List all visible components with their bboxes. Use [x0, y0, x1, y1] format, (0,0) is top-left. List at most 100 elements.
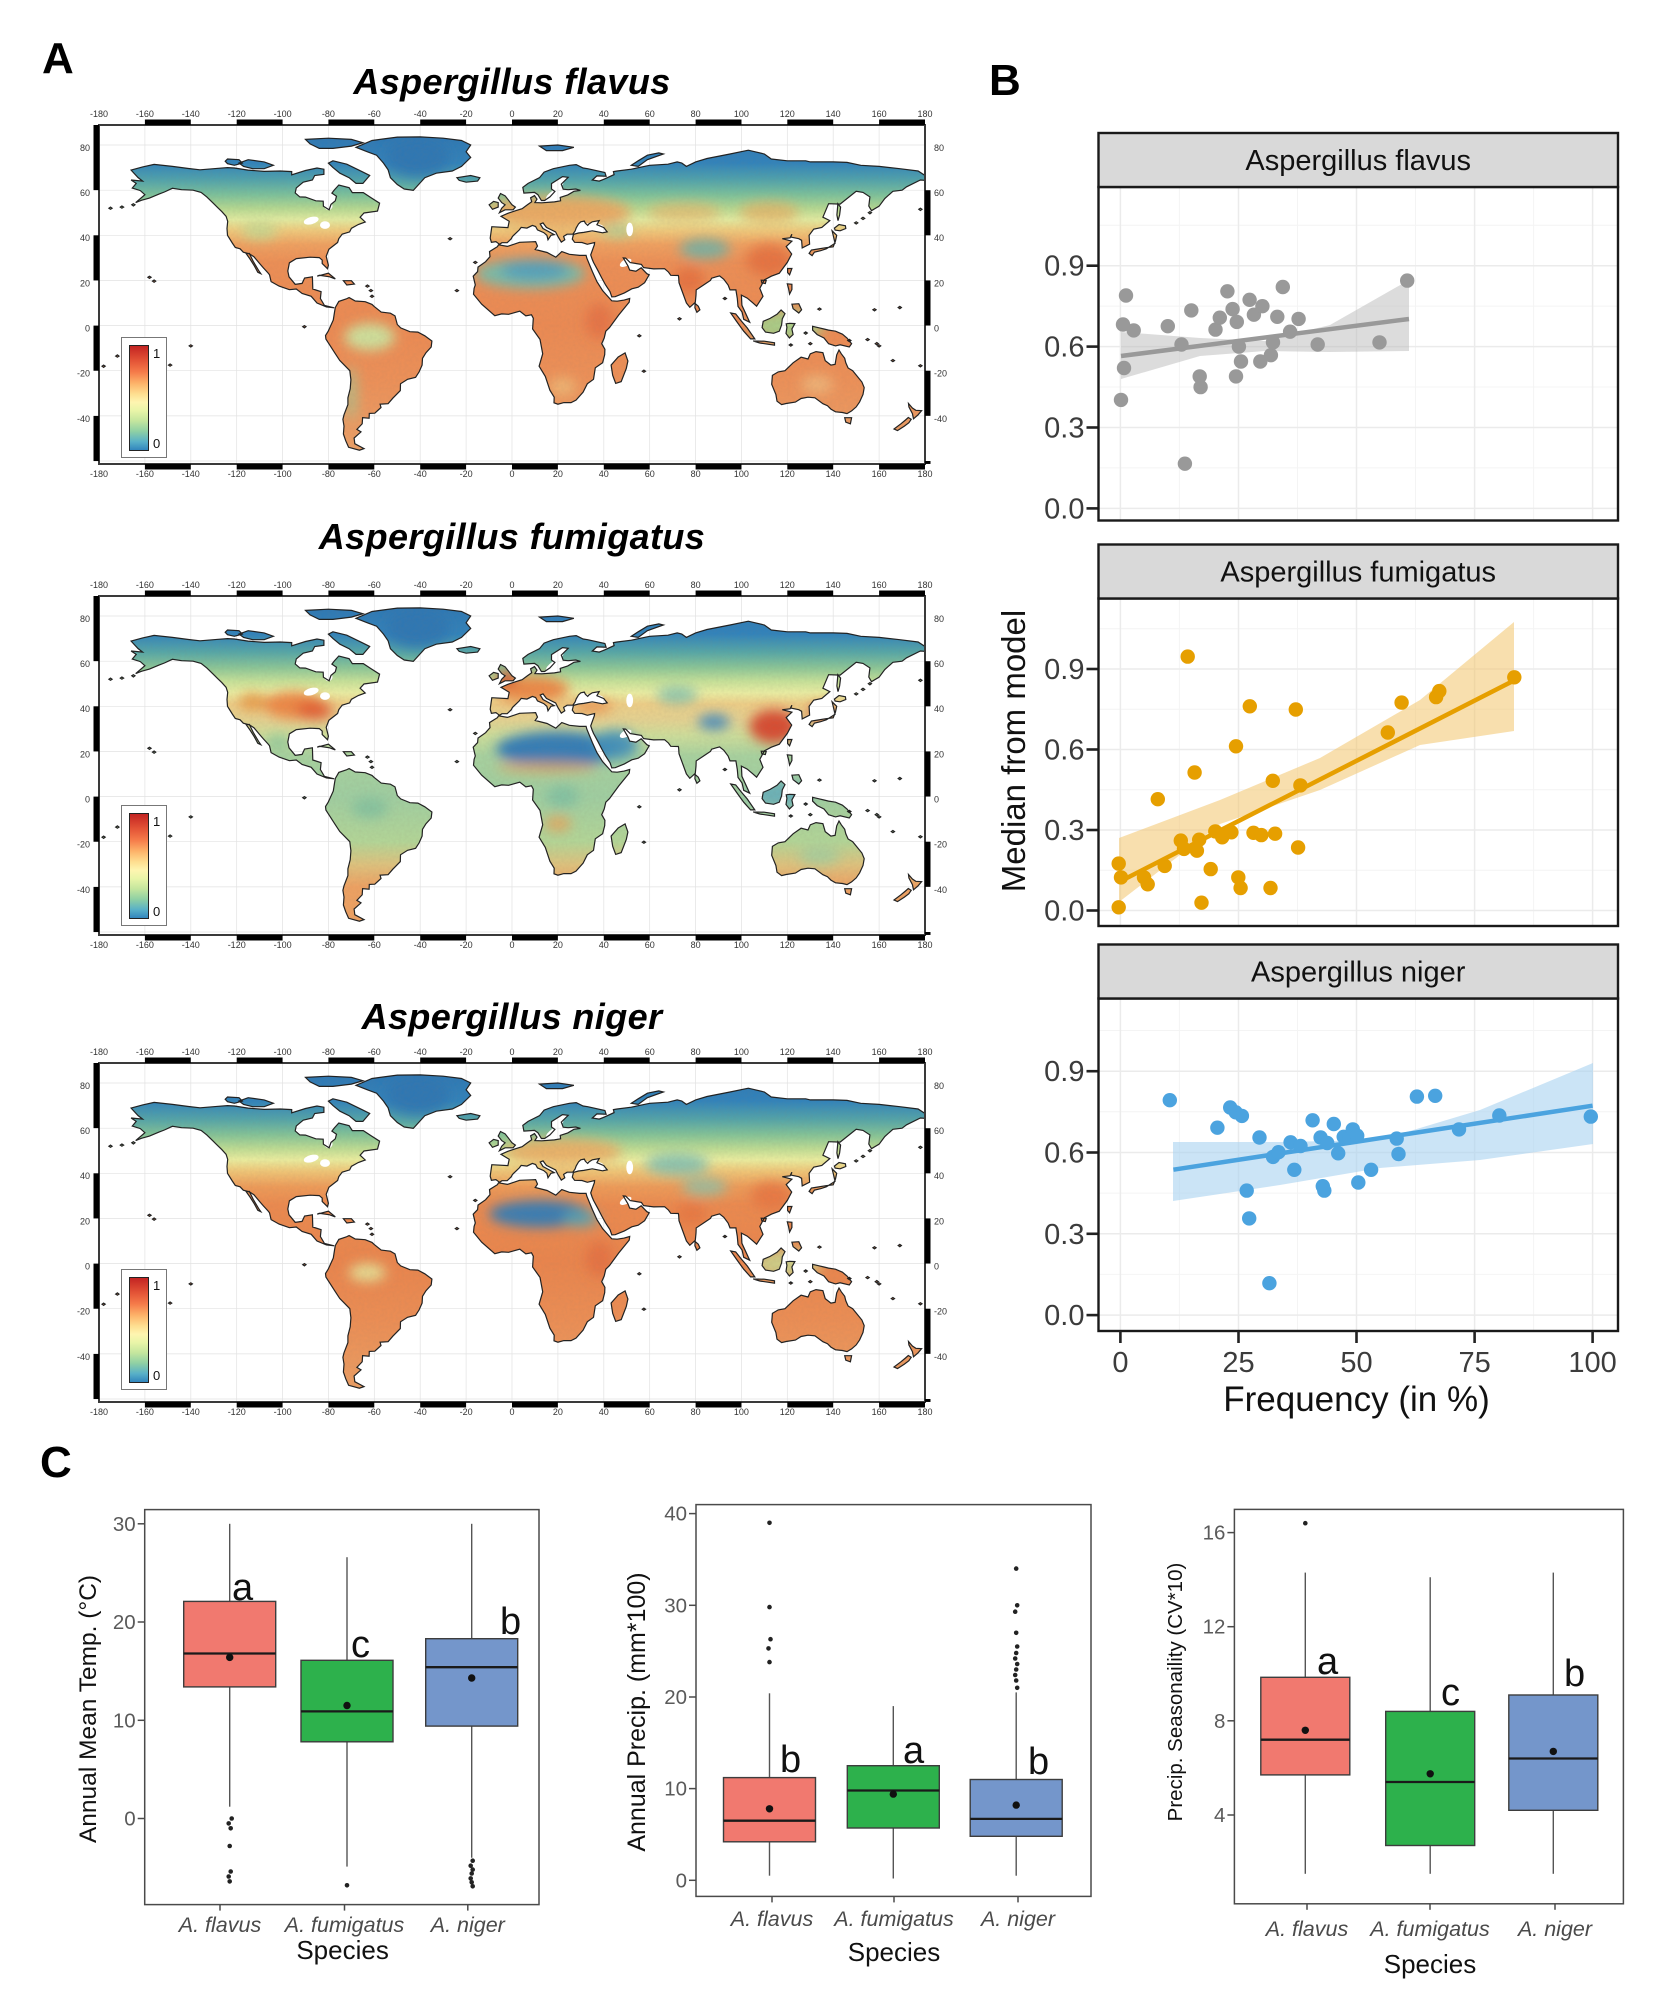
svg-text:0: 0: [124, 1808, 135, 1831]
svg-text:0: 0: [509, 469, 514, 479]
svg-text:A. flavus: A. flavus: [729, 1907, 814, 1931]
svg-text:80: 80: [691, 1407, 701, 1417]
svg-text:60: 60: [934, 188, 944, 198]
svg-text:20: 20: [113, 1611, 136, 1634]
svg-text:180: 180: [917, 1407, 932, 1417]
svg-text:0.3: 0.3: [1044, 815, 1084, 847]
svg-text:-80: -80: [322, 940, 335, 950]
svg-text:Precip. Seasonaility (CV*10): Precip. Seasonaility (CV*10): [1164, 1563, 1187, 1822]
svg-text:40: 40: [599, 940, 609, 950]
svg-text:40: 40: [599, 109, 609, 119]
svg-text:20: 20: [553, 1407, 563, 1417]
svg-text:0.6: 0.6: [1044, 735, 1084, 767]
svg-text:40: 40: [934, 233, 944, 243]
svg-text:25: 25: [1222, 1347, 1254, 1379]
svg-text:-120: -120: [228, 580, 246, 590]
svg-text:40: 40: [934, 1171, 944, 1181]
svg-text:-120: -120: [228, 469, 246, 479]
svg-text:-180: -180: [90, 1407, 108, 1417]
svg-text:0.6: 0.6: [1044, 1138, 1084, 1170]
svg-text:80: 80: [80, 1081, 90, 1091]
svg-text:140: 140: [826, 1047, 841, 1057]
svg-text:160: 160: [872, 940, 887, 950]
svg-text:10: 10: [664, 1778, 687, 1801]
svg-text:-100: -100: [274, 1047, 292, 1057]
svg-text:Species: Species: [848, 1937, 941, 1967]
svg-text:-120: -120: [228, 940, 246, 950]
svg-text:Aspergillus fumigatus: Aspergillus fumigatus: [1220, 557, 1496, 589]
svg-text:-20: -20: [77, 840, 90, 850]
svg-text:-60: -60: [368, 940, 381, 950]
svg-text:-20: -20: [77, 1307, 90, 1317]
svg-text:0.9: 0.9: [1044, 251, 1084, 283]
svg-text:-100: -100: [274, 469, 292, 479]
svg-text:-160: -160: [136, 940, 154, 950]
svg-text:-100: -100: [274, 1407, 292, 1417]
svg-text:-180: -180: [90, 580, 108, 590]
svg-text:4: 4: [1214, 1804, 1225, 1827]
svg-text:60: 60: [80, 1126, 90, 1136]
svg-text:A. fumigatus: A. fumigatus: [832, 1907, 954, 1931]
svg-text:120: 120: [780, 940, 795, 950]
svg-text:50: 50: [1340, 1347, 1372, 1379]
svg-text:0: 0: [85, 323, 90, 333]
svg-text:80: 80: [691, 469, 701, 479]
svg-text:40: 40: [599, 580, 609, 590]
svg-text:100: 100: [734, 109, 749, 119]
svg-text:Species: Species: [1384, 1949, 1477, 1979]
svg-text:-80: -80: [322, 109, 335, 119]
svg-text:100: 100: [734, 1047, 749, 1057]
svg-text:-20: -20: [460, 940, 473, 950]
svg-text:-60: -60: [368, 109, 381, 119]
svg-text:0.0: 0.0: [1044, 1300, 1084, 1332]
svg-text:b: b: [780, 1739, 801, 1781]
svg-text:-120: -120: [228, 1047, 246, 1057]
svg-text:80: 80: [934, 614, 944, 624]
svg-text:20: 20: [80, 1216, 90, 1226]
svg-text:Annual Mean Temp. (°C): Annual Mean Temp. (°C): [75, 1575, 102, 1843]
svg-text:-140: -140: [182, 1047, 200, 1057]
svg-text:-80: -80: [322, 1407, 335, 1417]
svg-text:80: 80: [691, 109, 701, 119]
svg-text:A. fumigatus: A. fumigatus: [1368, 1917, 1490, 1941]
svg-text:-20: -20: [934, 1307, 947, 1317]
svg-text:0: 0: [509, 109, 514, 119]
svg-text:-180: -180: [90, 109, 108, 119]
svg-text:-140: -140: [182, 1407, 200, 1417]
svg-text:-40: -40: [934, 885, 947, 895]
svg-text:80: 80: [691, 1047, 701, 1057]
svg-text:0.0: 0.0: [1044, 493, 1084, 525]
svg-text:80: 80: [691, 580, 701, 590]
svg-text:-40: -40: [77, 885, 90, 895]
svg-text:Median from model: Median from model: [995, 610, 1032, 892]
svg-text:0.3: 0.3: [1044, 413, 1084, 445]
svg-text:100: 100: [734, 1407, 749, 1417]
svg-text:a: a: [903, 1730, 925, 1772]
svg-text:A. fumigatus: A. fumigatus: [283, 1913, 405, 1937]
svg-text:180: 180: [917, 580, 932, 590]
svg-text:-100: -100: [274, 580, 292, 590]
svg-text:40: 40: [80, 704, 90, 714]
svg-text:-60: -60: [368, 1047, 381, 1057]
svg-text:160: 160: [872, 109, 887, 119]
svg-text:60: 60: [645, 580, 655, 590]
svg-text:80: 80: [80, 143, 90, 153]
svg-text:-20: -20: [934, 840, 947, 850]
svg-text:180: 180: [917, 109, 932, 119]
svg-text:20: 20: [553, 940, 563, 950]
svg-text:0: 0: [509, 1047, 514, 1057]
svg-text:A. flavus: A. flavus: [1264, 1917, 1349, 1941]
svg-text:0: 0: [934, 794, 939, 804]
svg-text:120: 120: [780, 109, 795, 119]
svg-text:-40: -40: [414, 1407, 427, 1417]
svg-text:-20: -20: [460, 580, 473, 590]
svg-text:160: 160: [872, 580, 887, 590]
svg-text:-180: -180: [90, 1047, 108, 1057]
svg-text:0: 0: [934, 1261, 939, 1271]
svg-text:-140: -140: [182, 580, 200, 590]
svg-text:100: 100: [734, 469, 749, 479]
svg-text:a: a: [1317, 1641, 1339, 1683]
svg-text:160: 160: [872, 1047, 887, 1057]
svg-text:20: 20: [664, 1686, 687, 1709]
svg-text:75: 75: [1458, 1347, 1490, 1379]
